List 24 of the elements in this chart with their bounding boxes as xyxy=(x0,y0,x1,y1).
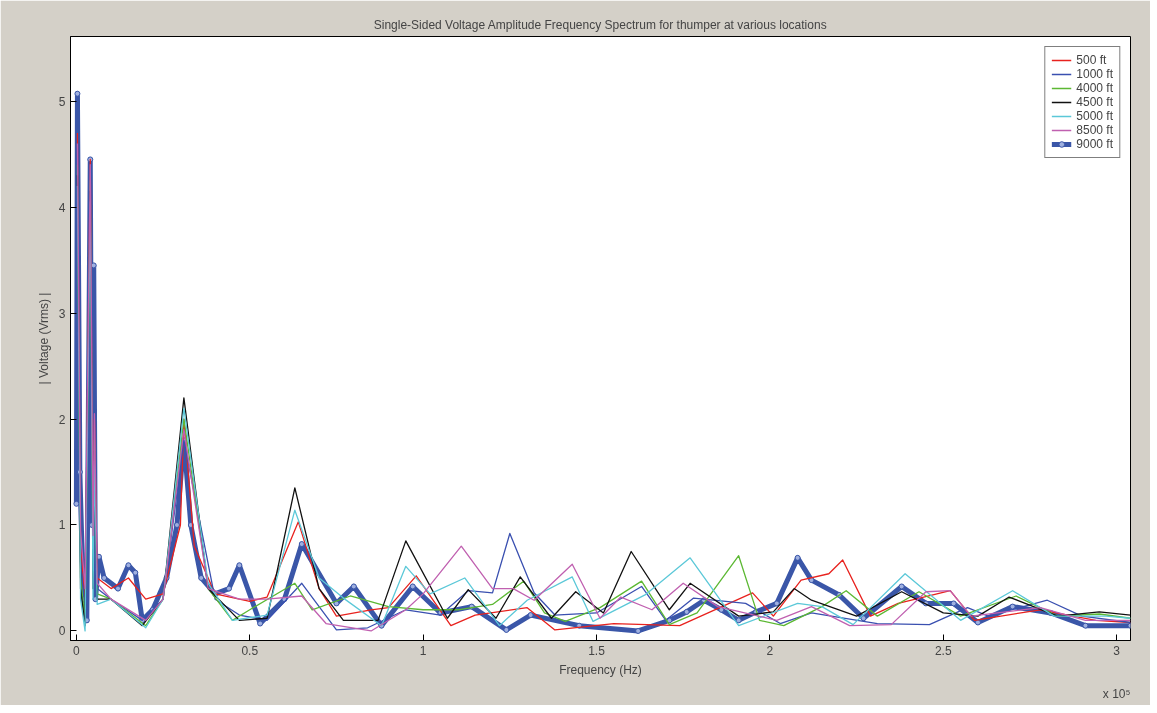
y-tick-label: 5 xyxy=(58,94,66,109)
x-tick-label: 0.5 xyxy=(241,643,259,658)
legend-label: 8500 ft xyxy=(1076,123,1113,137)
y-tick-label: 2 xyxy=(58,412,66,427)
legend-label: 9000 ft xyxy=(1076,137,1113,151)
legend-label: 1000 ft xyxy=(1076,67,1113,81)
x-tick-label: 2.5 xyxy=(934,643,952,658)
x-tick-label: 1.5 xyxy=(588,643,606,658)
x-tick-label: 1 xyxy=(419,643,427,658)
legend-label: 500 ft xyxy=(1076,53,1107,67)
legend-label: 4500 ft xyxy=(1076,95,1113,109)
y-axis-title: | Voltage (Vrms) | xyxy=(36,292,51,385)
y-tick-label: 4 xyxy=(58,200,66,215)
x-tick-label: 0 xyxy=(73,643,81,658)
y-tick-label: 1 xyxy=(58,518,66,533)
x-tick-label: 3 xyxy=(1113,643,1121,658)
y-tick-label: 3 xyxy=(58,306,66,321)
legend-label: 5000 ft xyxy=(1076,109,1113,123)
chart-title: Single-Sided Voltage Amplitude Frequency Spectrum for thumper at various locations xyxy=(373,17,827,32)
text: x 10⁵ xyxy=(1102,686,1131,701)
x-tick-label: 2 xyxy=(766,643,774,658)
y-tick-label: 0 xyxy=(58,624,66,639)
legend-label: 4000 ft xyxy=(1076,81,1113,95)
x-axis-title: Frequency (Hz) xyxy=(559,662,642,677)
